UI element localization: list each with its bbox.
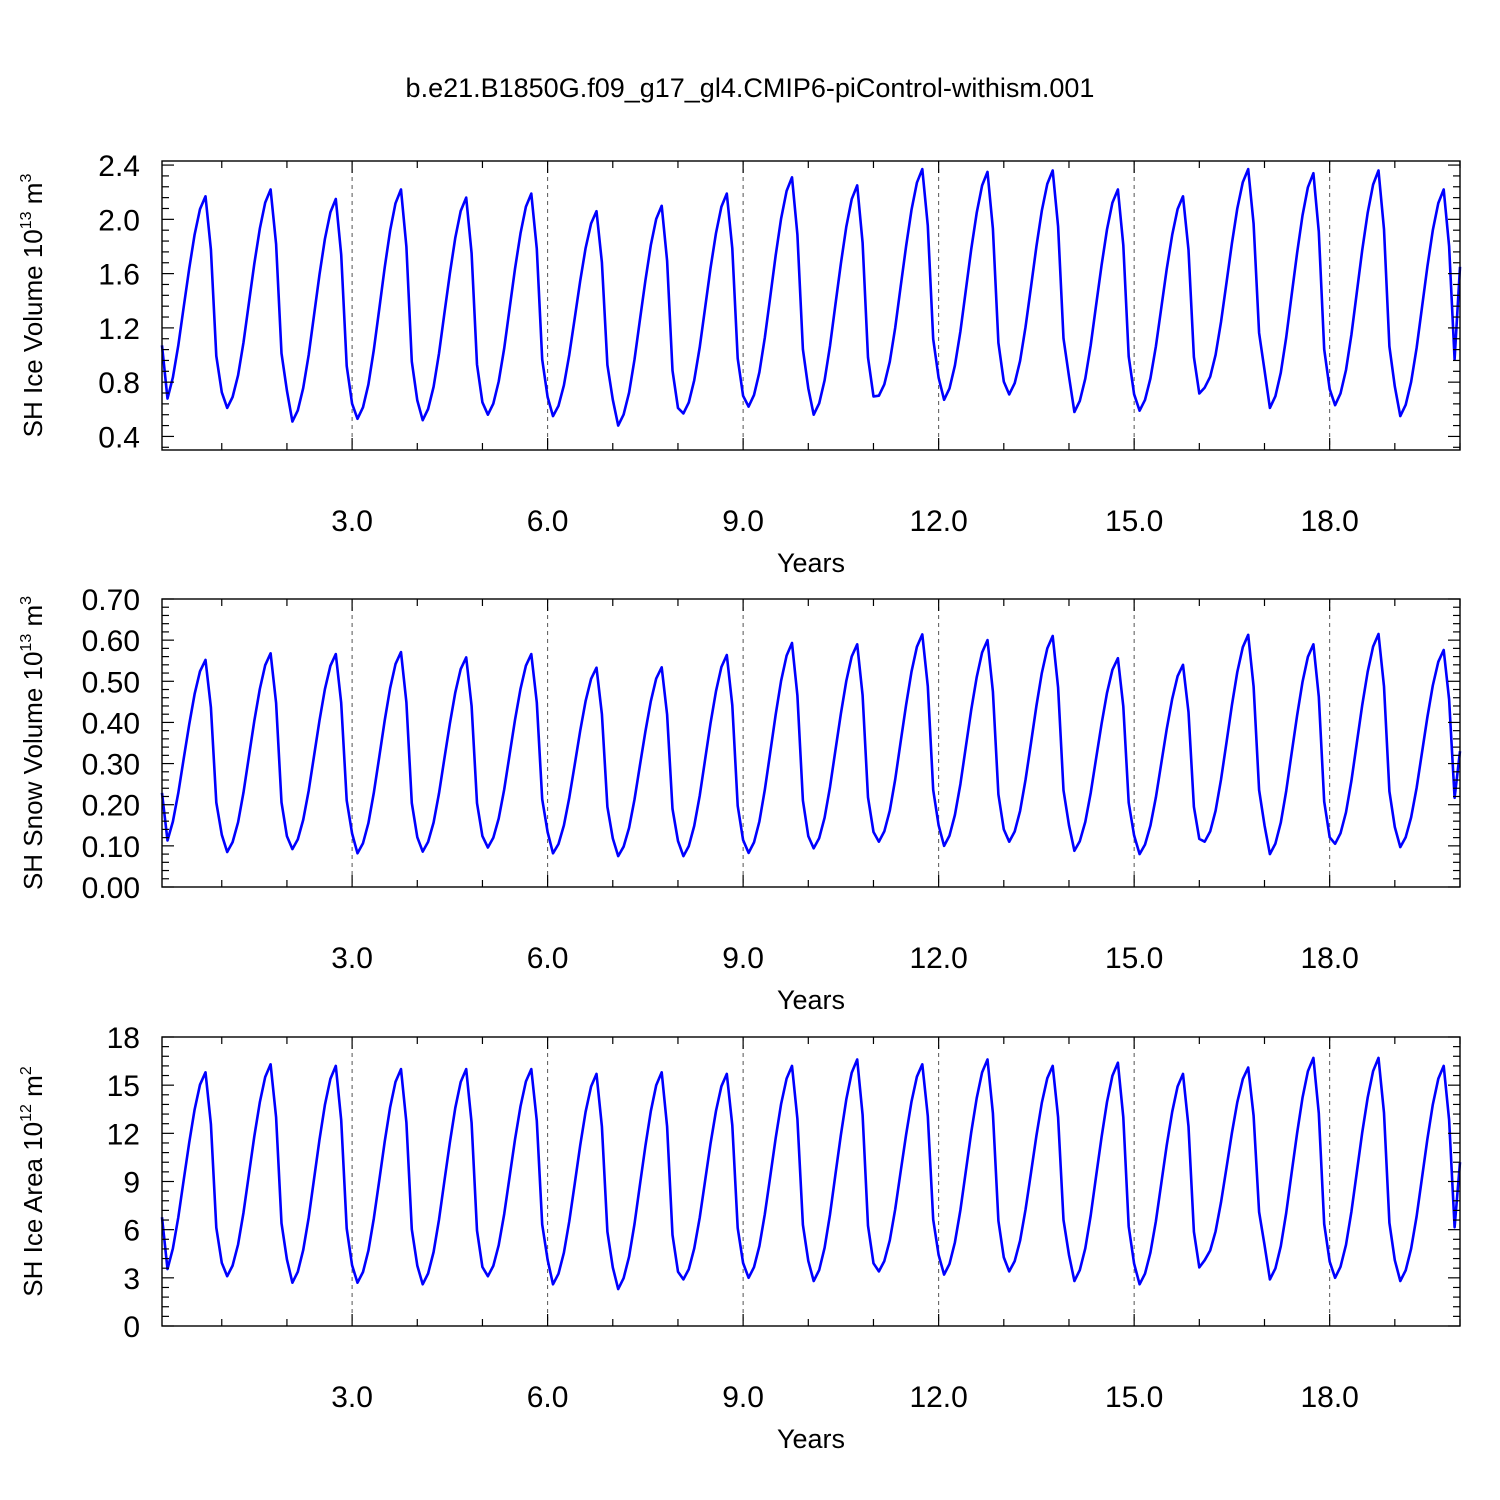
y-axis-title-superscript: 13 (18, 211, 35, 229)
x-tick-label: 18.0 (1300, 505, 1358, 538)
y-axis-title-superscript: 3 (18, 174, 35, 183)
y-tick-label: 0.20 (82, 790, 140, 823)
x-tick-label: 9.0 (722, 1381, 764, 1414)
x-tick-label: 9.0 (722, 942, 764, 975)
x-axis-title: Years (777, 1424, 845, 1454)
y-tick-label: 12 (107, 1118, 140, 1151)
x-tick-label: 15.0 (1105, 942, 1163, 975)
y-axis-title: SH Snow Volume 1013 m3 (18, 596, 48, 890)
y-tick-label: 2.4 (98, 150, 140, 183)
data-line (160, 167, 1462, 427)
y-tick-label: 2.0 (98, 204, 140, 237)
data-line (160, 632, 1462, 858)
figure-title: b.e21.B1850G.f09_g17_gl4.CMIP6-piControl… (406, 73, 1095, 103)
y-tick-label: 0.60 (82, 625, 140, 658)
y-axis-title-superscript: 12 (18, 1104, 35, 1122)
x-tick-label: 15.0 (1105, 505, 1163, 538)
y-tick-label: 0.8 (98, 367, 140, 400)
y-tick-label: 6 (123, 1215, 140, 1248)
y-axis-title-part: SH Ice Area 10 (18, 1122, 48, 1297)
x-tick-label: 3.0 (331, 942, 373, 975)
data-line (160, 1056, 1462, 1291)
x-tick-label: 6.0 (527, 942, 569, 975)
x-tick-label: 3.0 (331, 505, 373, 538)
y-axis-title-superscript: 3 (18, 596, 35, 605)
y-tick-label: 0 (123, 1311, 140, 1344)
y-axis-title: SH Ice Area 1012 m2 (18, 1066, 48, 1297)
y-axis-title-superscript: 2 (18, 1066, 35, 1075)
plot-frame (161, 598, 1461, 888)
x-tick-label: 12.0 (909, 942, 967, 975)
y-axis-title-part: m (18, 183, 48, 212)
y-tick-label: 0.4 (98, 421, 140, 454)
x-tick-label: 6.0 (527, 1381, 569, 1414)
y-tick-label: 1.6 (98, 259, 140, 292)
x-tick-label: 18.0 (1300, 942, 1358, 975)
x-axis-title: Years (777, 985, 845, 1015)
x-tick-label: 18.0 (1300, 1381, 1358, 1414)
y-tick-label: 18 (107, 1022, 140, 1055)
y-tick-label: 0.70 (82, 584, 140, 617)
y-tick-label: 0.40 (82, 707, 140, 740)
y-tick-label: 15 (107, 1070, 140, 1103)
x-tick-label: 3.0 (331, 1381, 373, 1414)
chart-panel-1: 0.4 0.8 1.2 1.6 2.0 2.4 3.0 6.0 9.0 12.0 15.0 18.0 Y… (18, 150, 1462, 578)
y-axis-title-part: SH Ice Volume 10 (18, 229, 48, 437)
plot-frame (161, 160, 1461, 451)
y-axis-title-superscript: 13 (18, 634, 35, 652)
x-tick-label: 12.0 (909, 505, 967, 538)
y-tick-label: 0.30 (82, 749, 140, 782)
x-tick-label: 12.0 (909, 1381, 967, 1414)
x-tick-label: 6.0 (527, 505, 569, 538)
y-tick-label: 9 (123, 1167, 140, 1200)
x-tick-label: 9.0 (722, 505, 764, 538)
chart-panel-2: 0.00 0.10 0.20 0.30 0.40 0.50 0.60 0.70 3.0 6.0 9.… (18, 584, 1462, 1015)
y-axis-title-part: m (18, 605, 48, 634)
x-axis-title: Years (777, 548, 845, 578)
y-tick-label: 0.10 (82, 831, 140, 864)
y-tick-label: 3 (123, 1263, 140, 1296)
chart-panels: 0.4 0.8 1.2 1.6 2.0 2.4 3.0 6.0 9.0 12.0 15.0 18.0 Y… (18, 150, 1462, 1454)
x-tick-label: 15.0 (1105, 1381, 1163, 1414)
y-axis-title-part: m (18, 1075, 48, 1104)
chart-panel-3: 0 3 6 9 12 15 18 3.0 6.0 9.0 12.0 15.0 18.0 Years SH I… (18, 1022, 1462, 1454)
y-tick-label: 0.00 (82, 872, 140, 905)
y-axis-title-part: SH Snow Volume 10 (18, 652, 48, 890)
y-tick-label: 0.50 (82, 666, 140, 699)
y-axis-title: SH Ice Volume 1013 m3 (18, 174, 48, 438)
y-tick-label: 1.2 (98, 313, 140, 346)
